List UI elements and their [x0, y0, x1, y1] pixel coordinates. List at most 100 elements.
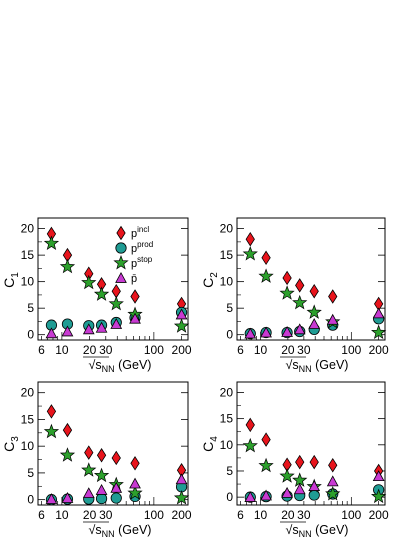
data-point-prod [95, 492, 108, 505]
x-tick-label: 200 [369, 508, 389, 522]
data-point-stop [173, 318, 190, 333]
data-point-pbar [326, 313, 339, 325]
y-tick-label: 5 [226, 464, 233, 478]
data-point-pbar [175, 308, 188, 320]
y-tick-label: 10 [21, 439, 35, 453]
data-point-prod [110, 492, 122, 504]
y-tick-label: 15 [220, 248, 234, 262]
data-point-pbar [61, 492, 74, 503]
data-point-pbar [260, 326, 272, 338]
data-point-incl [261, 432, 271, 447]
y-axis-label: C4 [200, 436, 220, 452]
y-tick-label: 0 [226, 328, 233, 342]
x-axis-label: √sNN (GeV) [89, 523, 152, 537]
x-tick-label: 200 [369, 343, 389, 357]
y-tick-label: 0 [27, 493, 34, 507]
x-tick-label: 6 [38, 343, 45, 357]
x-tick-label: 30 [99, 343, 113, 357]
y-tick-label: 15 [21, 248, 35, 262]
y-tick-label: 20 [21, 222, 35, 236]
data-point-pbar [110, 481, 123, 493]
legend-label-incl: pincl [131, 225, 149, 240]
x-tick-label: 30 [297, 508, 311, 522]
data-point-incl [62, 422, 73, 438]
plot-frame [236, 217, 386, 341]
x-tick-label: 10 [254, 343, 268, 357]
data-point-stop [371, 324, 387, 340]
plot-frame [37, 381, 189, 506]
y-tick-label: 5 [226, 301, 233, 315]
data-point-pbar [326, 475, 339, 487]
x-tick-label: 30 [297, 343, 311, 357]
data-point-pbar [372, 307, 385, 319]
data-point-stop [43, 423, 60, 439]
data-point-incl [295, 278, 305, 293]
data-point-stop [279, 468, 295, 483]
data-point-pbar [244, 327, 257, 339]
data-point-pbar [281, 326, 293, 337]
y-tick-label: 20 [220, 385, 234, 399]
y-tick-label: 15 [21, 412, 35, 426]
data-point-incl [328, 457, 338, 473]
x-tick-label: 6 [237, 343, 244, 357]
y-tick-label: 0 [226, 490, 233, 504]
data-point-stop [81, 462, 97, 477]
y-axis-label: C3 [1, 436, 21, 452]
x-tick-label: 6 [38, 508, 45, 522]
data-point-stop [93, 286, 110, 301]
y-tick-label: 10 [21, 275, 35, 289]
data-point-incl [282, 270, 292, 286]
y-tick-label: 5 [27, 466, 34, 480]
x-tick-label: 200 [172, 343, 192, 357]
x-tick-label: 100 [341, 343, 361, 357]
data-point-incl [130, 289, 140, 304]
legend-marker-pbar [115, 271, 127, 283]
data-point-stop [59, 258, 76, 274]
data-point-stop [258, 268, 274, 283]
data-point-pbar [244, 491, 257, 502]
data-point-pbar [260, 489, 272, 501]
x-tick-label: 100 [341, 508, 361, 522]
x-tick-label: 10 [55, 343, 69, 357]
data-point-incl [84, 445, 94, 460]
x-tick-label: 30 [99, 508, 113, 522]
x-axis-label: √sNN (GeV) [286, 358, 349, 374]
data-point-pbar [45, 327, 58, 339]
data-point-pbar [95, 321, 108, 333]
data-point-stop [258, 457, 274, 473]
y-tick-label: 15 [220, 412, 234, 426]
data-point-pbar [281, 486, 293, 498]
data-point-incl [245, 417, 255, 433]
x-tick-label: 20 [83, 508, 97, 522]
legend-marker-prod [115, 242, 127, 254]
data-point-pbar [82, 487, 95, 499]
y-tick-label: 20 [21, 386, 35, 400]
data-point-stop [242, 246, 258, 261]
data-point-pbar [110, 318, 123, 329]
data-point-pbar [175, 473, 188, 485]
x-tick-label: 10 [254, 508, 268, 522]
data-point-pbar [293, 483, 306, 495]
data-point-stop [127, 485, 143, 500]
y-axis-label: C2 [200, 272, 220, 288]
legend-marker-stop [113, 254, 129, 270]
data-point-incl [130, 456, 140, 471]
x-tick-label: 6 [237, 508, 244, 522]
data-point-stop [81, 274, 97, 290]
data-point-stop [242, 437, 258, 453]
y-tick-label: 10 [220, 438, 234, 452]
data-point-pbar [45, 493, 58, 504]
data-point-incl [309, 283, 319, 299]
legend-label-prod: pprod [131, 240, 153, 255]
data-point-stop [43, 235, 60, 250]
data-point-stop [173, 490, 190, 505]
x-tick-label: 100 [144, 343, 164, 357]
data-point-pbar [95, 483, 108, 495]
data-point-incl [111, 283, 121, 299]
data-point-stop [371, 488, 387, 504]
plot-frame [236, 381, 386, 506]
